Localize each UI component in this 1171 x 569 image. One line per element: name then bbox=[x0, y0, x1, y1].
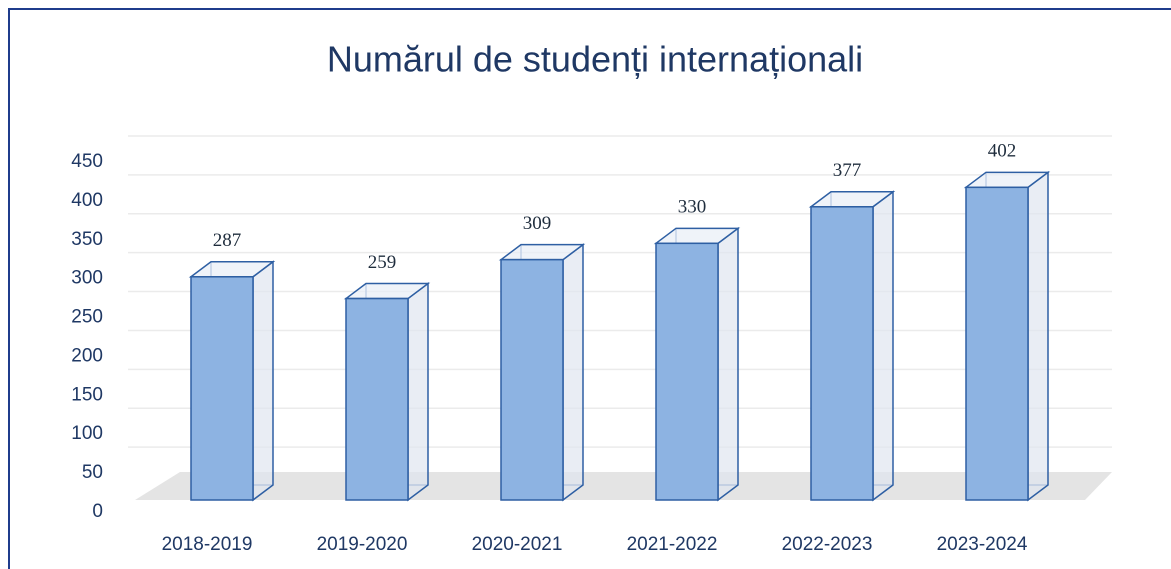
bar-face bbox=[717, 226, 739, 502]
x-tick-label: 2020-2021 bbox=[472, 534, 563, 555]
data-label: 377 bbox=[833, 160, 862, 181]
bar-face bbox=[655, 242, 719, 501]
y-tick-label: 150 bbox=[71, 384, 103, 405]
x-tick-label: 2022-2023 bbox=[782, 534, 873, 555]
bar-face bbox=[872, 190, 894, 502]
y-tick-label: 0 bbox=[92, 501, 103, 522]
y-tick-label: 350 bbox=[71, 229, 103, 250]
bar-face bbox=[345, 297, 409, 501]
bar-face bbox=[810, 206, 874, 501]
bar bbox=[188, 260, 276, 502]
data-label: 402 bbox=[988, 141, 1017, 162]
y-tick-label: 50 bbox=[82, 462, 103, 483]
bar-face bbox=[252, 260, 274, 502]
bar-face bbox=[407, 282, 429, 502]
x-tick-label: 2021-2022 bbox=[627, 534, 718, 555]
data-label: 287 bbox=[213, 230, 242, 251]
x-tick-label: 2019-2020 bbox=[317, 534, 408, 555]
data-label: 259 bbox=[368, 252, 397, 273]
bar-face bbox=[965, 186, 1029, 501]
y-tick-label: 200 bbox=[71, 345, 103, 366]
y-tick-label: 100 bbox=[71, 423, 103, 444]
y-tick-label: 450 bbox=[71, 151, 103, 172]
y-tick-label: 400 bbox=[71, 190, 103, 211]
x-tick-label: 2018-2019 bbox=[162, 534, 253, 555]
y-tick-label: 300 bbox=[71, 268, 103, 289]
bar bbox=[963, 170, 1051, 502]
data-label: 330 bbox=[678, 197, 707, 218]
bar bbox=[498, 243, 586, 502]
bar-face bbox=[500, 258, 564, 501]
chart-title: Numărul de studenți internaționali bbox=[327, 39, 863, 80]
bar bbox=[808, 190, 896, 502]
bar-face bbox=[190, 276, 254, 501]
bar-face bbox=[562, 243, 584, 502]
bar bbox=[653, 226, 741, 502]
y-tick-label: 250 bbox=[71, 307, 103, 328]
x-tick-label: 2023-2024 bbox=[937, 534, 1028, 555]
bar bbox=[343, 282, 431, 502]
data-label: 309 bbox=[523, 213, 552, 234]
bar-face bbox=[1027, 170, 1049, 502]
